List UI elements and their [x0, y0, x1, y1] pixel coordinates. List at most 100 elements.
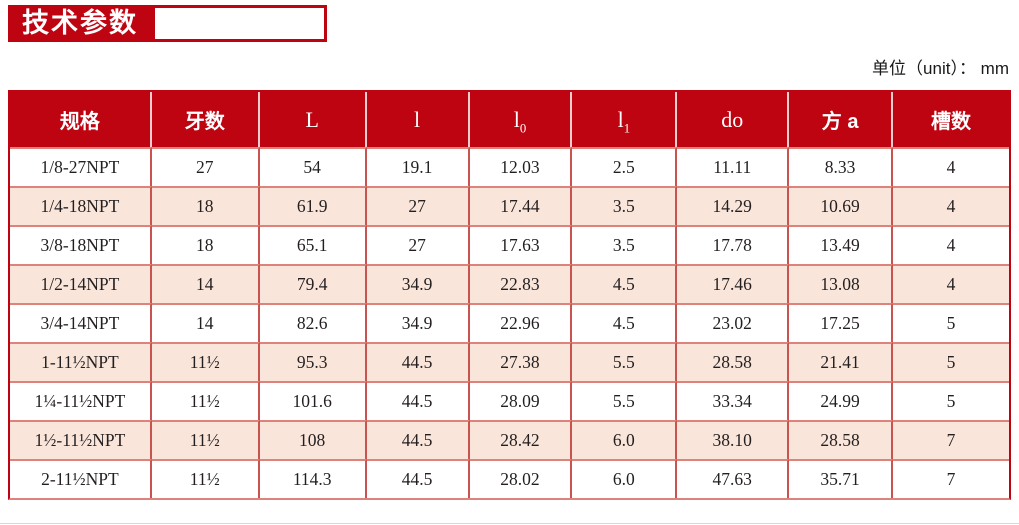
cell-fang_a: 24.99	[789, 381, 894, 420]
cell-l1: 5.5	[572, 381, 678, 420]
col-header-slots: 槽数	[893, 92, 1009, 147]
cell-slots: 5	[893, 381, 1009, 420]
page-title: 技术参数	[22, 8, 138, 38]
cell-l1: 5.5	[572, 342, 678, 381]
cell-l1: 6.0	[572, 420, 678, 459]
cell-spec: 1-11½NPT	[10, 342, 152, 381]
cell-teeth: 18	[151, 186, 260, 225]
cell-teeth: 11½	[151, 342, 260, 381]
cell-do: 33.34	[677, 381, 790, 420]
cell-slots: 5	[893, 342, 1009, 381]
cell-L: 82.6	[259, 303, 367, 342]
cell-teeth: 11½	[151, 420, 260, 459]
cell-spec: 3/8-18NPT	[10, 225, 152, 264]
cell-fang_a: 21.41	[789, 342, 894, 381]
cell-L: 95.3	[259, 342, 367, 381]
cell-l: 34.9	[366, 264, 470, 303]
cell-spec: 1/4-18NPT	[10, 186, 152, 225]
cell-teeth: 11½	[151, 381, 260, 420]
cell-l1: 3.5	[572, 186, 678, 225]
cell-do: 17.78	[677, 225, 790, 264]
cell-teeth: 14	[151, 303, 260, 342]
col-header-L: L	[259, 92, 367, 147]
cell-l: 44.5	[366, 459, 470, 498]
col-header-l1: l1	[572, 92, 678, 147]
table-row: 3/8-18NPT 18 65.1 27 17.63 3.5 17.78 13.49 4	[10, 225, 1009, 264]
cell-slots: 4	[893, 225, 1009, 264]
cell-fang_a: 17.25	[789, 303, 894, 342]
cell-teeth: 14	[151, 264, 260, 303]
col-header-l: l	[366, 92, 470, 147]
cell-spec: 2-11½NPT	[10, 459, 152, 498]
table-row: 2-11½NPT 11½ 114.3 44.5 28.02 6.0 47.63 35.71 7	[10, 459, 1009, 498]
cell-l1: 3.5	[572, 225, 678, 264]
parameters-table: 规格 牙数 L l l0 l1 do 方 a 槽数 1/8-27NPT 27 54 1…	[8, 90, 1011, 500]
cell-L: 114.3	[259, 459, 367, 498]
table-row: 1/2-14NPT 14 79.4 34.9 22.83 4.5 17.46 13.08 4	[10, 264, 1009, 303]
cell-l0: 27.38	[469, 342, 573, 381]
title-outline-box	[152, 5, 327, 42]
cell-L: 61.9	[259, 186, 367, 225]
unit-note: 单位（unit）： mm	[872, 59, 1009, 78]
cell-l: 44.5	[366, 381, 470, 420]
col-header-fang-a: 方 a	[789, 92, 894, 147]
table-body: 1/8-27NPT 27 54 19.1 12.03 2.5 11.11 8.33 4 1/4-1…	[10, 147, 1009, 498]
cell-fang_a: 28.58	[789, 420, 894, 459]
cell-l0: 17.44	[469, 186, 573, 225]
cell-l0: 12.03	[469, 147, 573, 186]
cell-slots: 5	[893, 303, 1009, 342]
table-row: 1/8-27NPT 27 54 19.1 12.03 2.5 11.11 8.33 4	[10, 147, 1009, 186]
cell-l1: 6.0	[572, 459, 678, 498]
cell-spec: 1/8-27NPT	[10, 147, 152, 186]
table-header-row: 规格 牙数 L l l0 l1 do 方 a 槽数	[10, 92, 1009, 147]
cell-do: 17.46	[677, 264, 790, 303]
cell-l0: 28.42	[469, 420, 573, 459]
cell-l0: 28.02	[469, 459, 573, 498]
table-row: 1/4-18NPT 18 61.9 27 17.44 3.5 14.29 10.69 4	[10, 186, 1009, 225]
table-row: 1-11½NPT 11½ 95.3 44.5 27.38 5.5 28.58 21.41 5	[10, 342, 1009, 381]
cell-do: 23.02	[677, 303, 790, 342]
table-row: 3/4-14NPT 14 82.6 34.9 22.96 4.5 23.02 17.25 5	[10, 303, 1009, 342]
col-header-spec: 规格	[10, 92, 152, 147]
col-header-teeth: 牙数	[151, 92, 260, 147]
cell-L: 79.4	[259, 264, 367, 303]
cell-teeth: 11½	[151, 459, 260, 498]
col-header-do: do	[677, 92, 790, 147]
cell-fang_a: 35.71	[789, 459, 894, 498]
cell-slots: 4	[893, 186, 1009, 225]
cell-do: 28.58	[677, 342, 790, 381]
cell-spec: 3/4-14NPT	[10, 303, 152, 342]
cell-L: 101.6	[259, 381, 367, 420]
cell-l: 19.1	[366, 147, 470, 186]
cell-do: 38.10	[677, 420, 790, 459]
cell-l: 27	[366, 225, 470, 264]
cell-slots: 4	[893, 147, 1009, 186]
cell-fang_a: 13.08	[789, 264, 894, 303]
cell-l1: 2.5	[572, 147, 678, 186]
cell-l0: 22.83	[469, 264, 573, 303]
table-row: 1½-11½NPT 11½ 108 44.5 28.42 6.0 38.10 28.58 7	[10, 420, 1009, 459]
cell-l: 44.5	[366, 342, 470, 381]
cell-l1: 4.5	[572, 264, 678, 303]
cell-L: 54	[259, 147, 367, 186]
section-title-banner: 技术参数	[8, 5, 152, 42]
cell-L: 65.1	[259, 225, 367, 264]
cell-l: 34.9	[366, 303, 470, 342]
cell-slots: 4	[893, 264, 1009, 303]
cell-slots: 7	[893, 420, 1009, 459]
cell-teeth: 18	[151, 225, 260, 264]
cell-l0: 22.96	[469, 303, 573, 342]
parameters-table-wrapper: 规格 牙数 L l l0 l1 do 方 a 槽数 1/8-27NPT 27 54 1…	[8, 90, 1011, 500]
bottom-divider	[0, 523, 1019, 524]
cell-fang_a: 13.49	[789, 225, 894, 264]
cell-l: 44.5	[366, 420, 470, 459]
cell-fang_a: 8.33	[789, 147, 894, 186]
cell-do: 14.29	[677, 186, 790, 225]
cell-do: 47.63	[677, 459, 790, 498]
cell-teeth: 27	[151, 147, 260, 186]
cell-l0: 17.63	[469, 225, 573, 264]
table-row: 1¼-11½NPT 11½ 101.6 44.5 28.09 5.5 33.34 24.99 5	[10, 381, 1009, 420]
cell-slots: 7	[893, 459, 1009, 498]
cell-spec: 1¼-11½NPT	[10, 381, 152, 420]
cell-l0: 28.09	[469, 381, 573, 420]
